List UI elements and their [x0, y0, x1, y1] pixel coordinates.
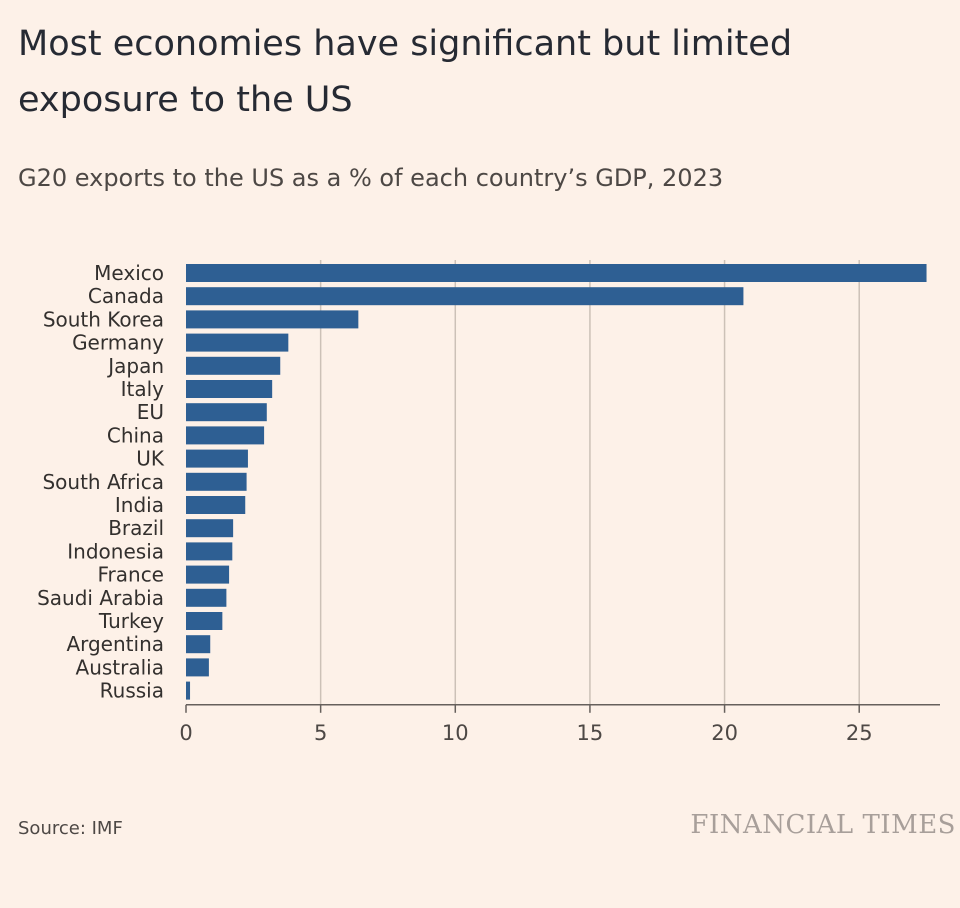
category-label: Australia [76, 655, 164, 679]
bar [186, 449, 248, 468]
bar [186, 264, 927, 282]
category-label: EU [137, 400, 164, 424]
category-label: Japan [106, 354, 164, 378]
x-axis-ticks: 0 5 10 15 20 25 [179, 704, 873, 745]
category-label: UK [136, 447, 165, 471]
bars [186, 264, 927, 700]
bar [186, 426, 265, 445]
x-tick-label: 10 [442, 721, 469, 745]
category-label: Germany [72, 331, 164, 355]
bar [186, 333, 289, 352]
category-label: Saudi Arabia [37, 586, 164, 610]
category-label: Canada [88, 284, 164, 308]
x-tick-label: 25 [846, 721, 873, 745]
bar [186, 310, 359, 329]
category-label: China [107, 423, 164, 447]
category-label: South Africa [42, 470, 164, 494]
bar [186, 542, 233, 561]
category-label: India [115, 493, 164, 517]
category-label: Turkey [98, 609, 164, 633]
category-label: Mexico [94, 261, 164, 285]
chart-subtitle: G20 exports to the US as a % of each cou… [18, 164, 724, 192]
bar [186, 588, 227, 607]
category-label: France [97, 563, 164, 587]
category-label: Russia [100, 679, 164, 703]
source-note: Source: IMF [18, 818, 123, 839]
category-label: Argentina [66, 632, 164, 656]
bar [186, 658, 209, 677]
x-tick-label: 5 [314, 721, 327, 745]
bar [186, 287, 744, 306]
gridlines [319, 260, 860, 705]
bar [186, 612, 223, 630]
bar [186, 380, 273, 398]
x-tick-label: 20 [711, 721, 738, 745]
chart-title: Most economies have significant but limi… [18, 24, 793, 120]
bar [186, 356, 281, 375]
category-label: Indonesia [67, 539, 164, 563]
bar [186, 681, 191, 700]
category-label: Italy [121, 377, 165, 401]
bar [186, 403, 267, 422]
category-label: South Korea [43, 307, 164, 331]
bar [186, 472, 247, 491]
bar [186, 519, 234, 538]
bar [186, 635, 211, 654]
financial-times-logo: FINANCIAL TIMES [690, 810, 956, 840]
category-label: Brazil [108, 516, 164, 540]
x-tick-label: 0 [179, 721, 192, 745]
x-tick-label: 15 [577, 721, 604, 745]
bar [186, 496, 246, 514]
bar [186, 565, 230, 584]
